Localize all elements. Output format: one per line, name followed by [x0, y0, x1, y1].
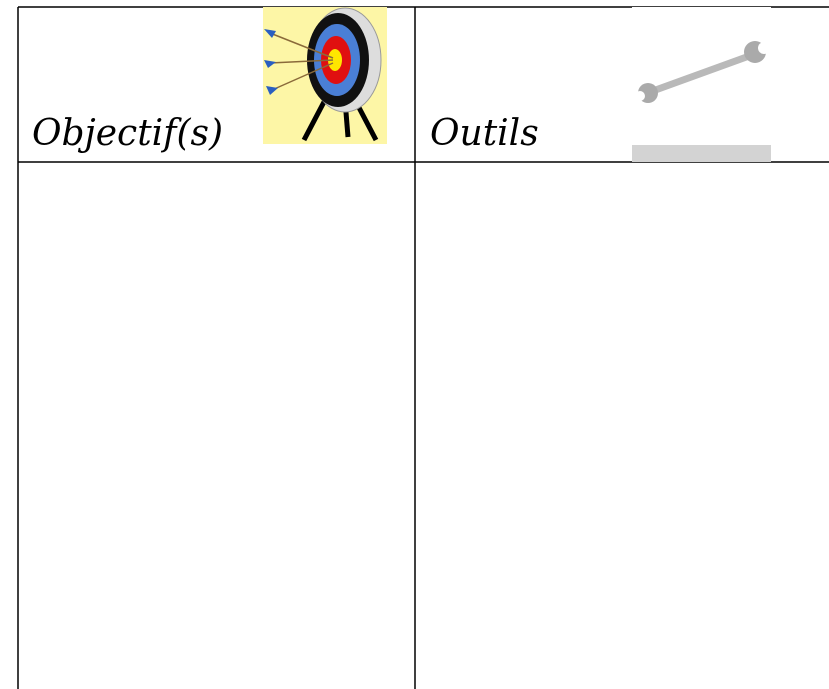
column-header: Outils [430, 113, 539, 154]
column-header: Objectif(s) [32, 113, 223, 154]
wrench-image [632, 7, 771, 162]
target-image [263, 7, 387, 144]
